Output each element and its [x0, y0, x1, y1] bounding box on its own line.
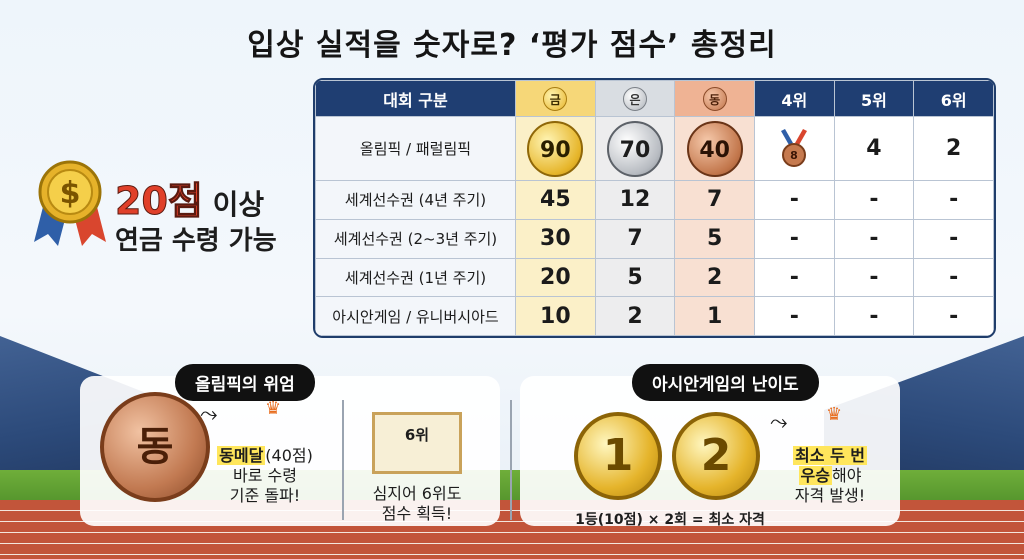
cell-5th: 4 — [833, 116, 915, 181]
cell-bronze: 7 — [674, 180, 755, 220]
badge-score: 20점 — [115, 179, 204, 224]
score-table: 대회 구분 금 은 동 4위 5위 6위 올림픽 / 패럴림픽 90 70 40 — [313, 78, 996, 338]
header-competition: 대회 구분 — [315, 80, 516, 117]
table-row: 세계선수권 (4년 주기) 45 12 7 - - - — [315, 180, 994, 220]
asian-note-line3: 자격 발생! — [794, 486, 866, 505]
section-divider — [510, 400, 512, 520]
bronze-medal-icon: 동 — [702, 86, 727, 111]
cert-note-line1: 심지어 6위도 — [372, 484, 462, 503]
cell-4th: - — [753, 296, 835, 336]
table-row: 세계선수권 (2~3년 주기) 30 7 5 - - - — [315, 218, 994, 259]
cell-gold: 90 — [515, 116, 596, 181]
dollar-medal-icon: $ — [34, 160, 106, 246]
cell-4th: - — [753, 218, 835, 259]
cell-gold: 30 — [515, 218, 596, 259]
header-4th: 4위 — [753, 80, 835, 117]
header-5th: 5위 — [833, 80, 915, 117]
table-row: 올림픽 / 패럴림픽 90 70 40 8 4 2 — [315, 116, 994, 181]
cell-4th: - — [753, 180, 835, 220]
cell-bronze: 5 — [674, 218, 755, 259]
table-header-row: 대회 구분 금 은 동 4위 5위 6위 — [315, 80, 994, 117]
row-label: 올림픽 / 패럴림픽 — [315, 116, 516, 181]
crown-icon: ♛ — [265, 398, 282, 419]
table-row: 세계선수권 (1년 주기) 20 5 2 - - - — [315, 257, 994, 298]
gold-medal-icon: 금 — [543, 86, 568, 111]
header-gold: 금 — [515, 80, 596, 117]
cell-silver: 7 — [594, 218, 676, 259]
badge-pension-text: 연금 수령 가능 — [115, 226, 277, 256]
gold-medal-2-icon: 2 — [672, 412, 760, 500]
page-title: 입상 실적을 숫자로? ‘평가 점수’ 총정리 — [247, 28, 777, 63]
silver-medal-icon: 70 — [606, 120, 663, 177]
row-label: 세계선수권 (2~3년 주기) — [315, 218, 516, 259]
cell-silver: 2 — [594, 296, 676, 336]
bronze-medal-large-icon: 동 — [100, 392, 210, 502]
cell-6th: 2 — [913, 116, 994, 181]
svg-text:$: $ — [60, 176, 81, 211]
arrow-icon: ⤳ — [770, 410, 788, 435]
asian-note-strong1: 최소 두 번 — [792, 446, 868, 465]
asian-formula: 1등(10점) × 2회 = 최소 자격 — [560, 510, 780, 530]
asian-note-strong2: 우승 — [798, 466, 832, 485]
bronze-note: 동메달 (40점) 바로 수령 기준 돌파! — [205, 446, 325, 506]
silver-medal-icon: 은 — [622, 86, 647, 111]
cell-gold: 45 — [515, 180, 596, 220]
cell-bronze: 2 — [674, 257, 755, 298]
cell-6th: - — [913, 257, 994, 298]
header-silver: 은 — [594, 80, 676, 117]
cell-4th: - — [753, 257, 835, 298]
cell-5th: - — [833, 296, 915, 336]
gold-medal-1-icon: 1 — [574, 412, 662, 500]
section-divider — [342, 400, 344, 520]
asian-note-line1: 최소 두 번 — [770, 446, 890, 466]
asian-pill: 아시안게임의 난이도 — [632, 364, 819, 401]
row-label: 아시안게임 / 유니버시아드 — [315, 296, 516, 336]
crown-icon: ♛ — [826, 404, 843, 425]
arrow-icon: ⤳ — [200, 402, 218, 427]
bronze-note-line1: 동메달 (40점) — [205, 446, 325, 466]
bronze-medal-icon: 40 — [686, 120, 743, 177]
cell-gold: 20 — [515, 257, 596, 298]
bronze-strong: 동메달 — [217, 446, 266, 465]
bronze-points: (40점) — [265, 446, 313, 465]
cert-note-line2: 점수 획득! — [381, 504, 453, 523]
asian-note: 최소 두 번 우승 해야 자격 발생! — [770, 446, 890, 506]
fourth-place-points: 8 — [790, 149, 798, 162]
row-label: 세계선수권 (4년 주기) — [315, 180, 516, 220]
cell-silver: 5 — [594, 257, 676, 298]
header-bronze: 동 — [674, 80, 755, 117]
olympic-pill: 올림픽의 위엄 — [175, 364, 315, 401]
cell-4th: 8 — [753, 116, 835, 181]
row-label: 세계선수권 (1년 주기) — [315, 257, 516, 298]
cell-6th: - — [913, 218, 994, 259]
fourth-place-medal-icon: 8 — [781, 128, 808, 167]
cell-silver: 12 — [594, 180, 676, 220]
cell-bronze: 40 — [674, 116, 755, 181]
cell-silver: 70 — [594, 116, 676, 181]
table-row: 아시안게임 / 유니버시아드 10 2 1 - - - — [315, 296, 994, 336]
cert-note: 심지어 6위도 점수 획득! — [352, 484, 482, 524]
asian-note-rest: 해야 — [832, 466, 862, 485]
cell-6th: - — [913, 296, 994, 336]
cell-5th: - — [833, 180, 915, 220]
cell-5th: - — [833, 218, 915, 259]
bronze-note-line3: 기준 돌파! — [229, 486, 301, 505]
gold-medal-icon: 90 — [527, 120, 584, 177]
certificate-icon: 6위 — [372, 412, 462, 474]
asian-formula-text: 1등(10점) × 2회 = 최소 자격 — [575, 512, 765, 528]
asian-note-line2: 우승 해야 — [770, 466, 890, 486]
cell-gold: 10 — [515, 296, 596, 336]
badge-score-line: 20점 이상 — [115, 170, 265, 225]
badge-score-suffix: 이상 — [212, 188, 265, 221]
cell-5th: - — [833, 257, 915, 298]
cell-6th: - — [913, 180, 994, 220]
bronze-note-line2: 바로 수령 — [233, 466, 297, 485]
header-6th: 6위 — [913, 80, 994, 117]
cell-bronze: 1 — [674, 296, 755, 336]
